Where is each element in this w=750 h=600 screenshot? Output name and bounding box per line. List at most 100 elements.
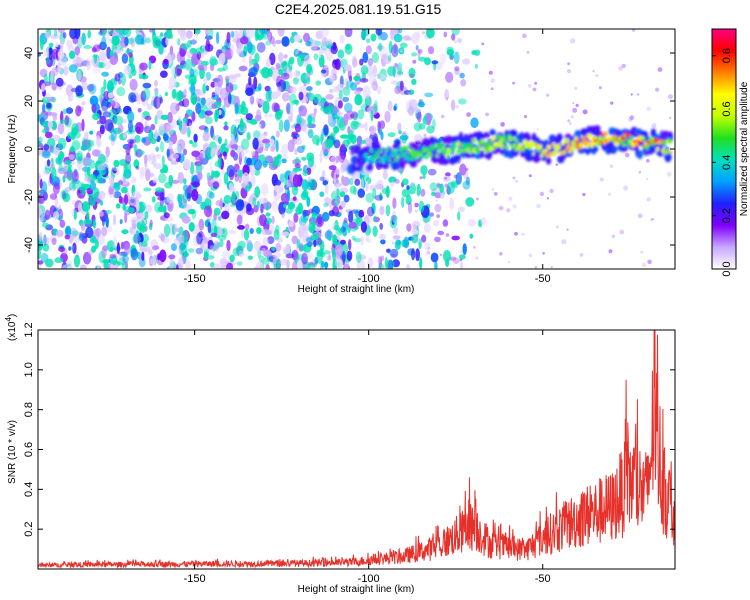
noise-blob <box>203 64 208 72</box>
noise-blob <box>256 227 262 235</box>
snr-y-tick-label-3: 0.6 <box>23 442 35 457</box>
noise-blob <box>221 105 226 118</box>
noise-blob <box>248 56 253 68</box>
noise-dot <box>666 171 672 177</box>
noise-blob <box>55 229 64 238</box>
noise-blob <box>91 245 97 253</box>
noise-blob <box>290 86 297 94</box>
noise-blob <box>241 101 246 111</box>
noise-blob <box>75 85 83 97</box>
snr-series-line <box>38 330 675 569</box>
noise-blob <box>144 204 153 213</box>
noise-blob <box>217 235 227 241</box>
noise-blob <box>237 225 245 230</box>
noise-blob <box>84 131 89 141</box>
noise-blob <box>154 87 159 94</box>
noise-blob <box>116 242 120 255</box>
noise-blob <box>301 252 308 265</box>
ridge-core <box>398 154 402 158</box>
noise-blob <box>142 87 151 101</box>
ridge-band <box>394 139 401 146</box>
noise-blob <box>39 37 44 51</box>
noise-blob <box>181 43 189 51</box>
noise-blob <box>337 49 345 59</box>
noise-blob <box>147 247 152 256</box>
noise-blob <box>317 54 322 59</box>
noise-blob <box>139 150 145 156</box>
noise-blob <box>421 234 427 243</box>
ridge-core <box>437 145 440 150</box>
noise-blob <box>171 66 175 77</box>
noise-blob <box>160 192 165 201</box>
ridge-band <box>489 129 496 136</box>
noise-blob <box>102 111 112 118</box>
noise-dot <box>595 74 599 78</box>
noise-blob <box>406 223 412 232</box>
noise-blob <box>43 144 50 151</box>
ridge-core <box>410 155 416 161</box>
noise-blob <box>226 31 231 44</box>
ridge-core <box>399 149 404 153</box>
noise-blob <box>75 29 81 35</box>
noise-blob <box>141 219 145 232</box>
noise-blob <box>346 80 354 88</box>
noise-blob <box>344 43 353 55</box>
noise-blob <box>110 100 116 108</box>
noise-blob <box>217 67 226 72</box>
noise-blob <box>277 258 281 269</box>
noise-blob <box>86 62 91 67</box>
spectrogram-panel: -150 -100 -50 40 20 0 -20 -40 Height of straigh… <box>7 28 676 295</box>
noise-blob <box>230 43 235 57</box>
noise-dot <box>391 215 396 221</box>
noise-blob <box>342 96 350 102</box>
noise-blob <box>43 48 50 57</box>
noise-dot <box>651 123 657 128</box>
noise-blob <box>379 205 385 216</box>
noise-blob <box>208 29 214 38</box>
ridge-core <box>426 147 432 153</box>
noise-blob <box>178 195 183 208</box>
noise-blob <box>55 42 59 48</box>
noise-blob <box>366 206 375 217</box>
noise-blob <box>113 48 122 54</box>
noise-blob <box>109 246 114 253</box>
noise-blob <box>319 191 325 197</box>
noise-blob <box>273 188 281 202</box>
noise-dot <box>599 177 604 182</box>
noise-dot <box>610 101 614 105</box>
noise-blob <box>354 178 361 186</box>
ridge-core <box>590 142 596 146</box>
noise-blob <box>167 111 173 124</box>
noise-blob <box>340 239 346 245</box>
noise-blob <box>367 57 374 67</box>
ridge-band <box>637 150 643 160</box>
noise-blob <box>379 31 388 41</box>
noise-blob <box>139 62 148 71</box>
noise-blob <box>355 216 363 227</box>
snr-axes: -150 -100 -50 1.2 1.0 0.8 0.6 0.4 0.2 <box>23 322 675 585</box>
noise-blob <box>451 235 461 241</box>
noise-blob <box>91 104 97 114</box>
noise-blob <box>77 202 83 213</box>
noise-blob <box>245 148 250 154</box>
noise-blob <box>263 197 268 204</box>
noise-blob <box>292 174 301 188</box>
noise-blob <box>165 127 174 136</box>
noise-dot <box>611 234 616 238</box>
noise-blob <box>46 102 52 109</box>
noise-dot <box>508 196 513 201</box>
noise-blob <box>127 110 135 124</box>
noise-blob <box>125 144 131 156</box>
noise-dot <box>493 192 498 196</box>
ridge-core <box>566 144 570 150</box>
noise-blob <box>218 53 226 65</box>
noise-blob <box>163 59 169 65</box>
ridge-core <box>569 147 573 153</box>
noise-blob <box>253 76 258 90</box>
noise-dot <box>436 214 440 219</box>
noise-blob <box>282 246 291 255</box>
ridge-core <box>614 141 620 147</box>
noise-blob <box>459 261 464 269</box>
noise-blob <box>44 209 51 221</box>
noise-blob <box>121 229 129 235</box>
